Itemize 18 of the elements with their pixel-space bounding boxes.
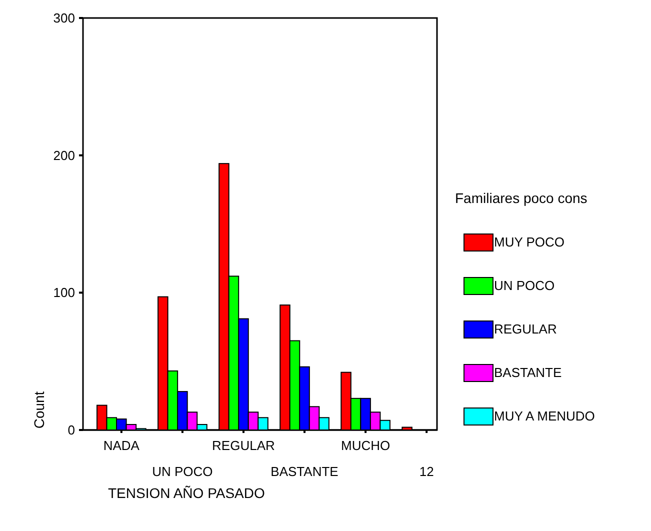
legend-label: UN POCO bbox=[494, 278, 555, 294]
legend-label: REGULAR bbox=[494, 322, 557, 337]
x-tick-label: BASTANTE bbox=[270, 464, 339, 479]
x-axis-title: TENSION AÑO PASADO bbox=[108, 485, 265, 501]
x-tick-label: UN POCO bbox=[152, 464, 213, 479]
y-tick-label: 200 bbox=[53, 148, 75, 163]
x-tick-label: NADA bbox=[103, 438, 140, 453]
x-tick-label: 12 bbox=[419, 464, 434, 479]
x-tick-label: MUCHO bbox=[340, 438, 390, 453]
legend-label: MUY A MENUDO bbox=[494, 408, 595, 424]
y-tick-label: 0 bbox=[68, 422, 75, 438]
legend-title: Familiares poco cons bbox=[455, 190, 588, 206]
x-tick-label: REGULAR bbox=[212, 438, 275, 453]
y-axis-title: Count bbox=[31, 391, 47, 429]
y-tick-label: 100 bbox=[53, 285, 75, 300]
legend-label: BASTANTE bbox=[494, 365, 562, 380]
y-tick-label: 300 bbox=[53, 10, 75, 26]
legend-label: MUY POCO bbox=[494, 234, 565, 250]
